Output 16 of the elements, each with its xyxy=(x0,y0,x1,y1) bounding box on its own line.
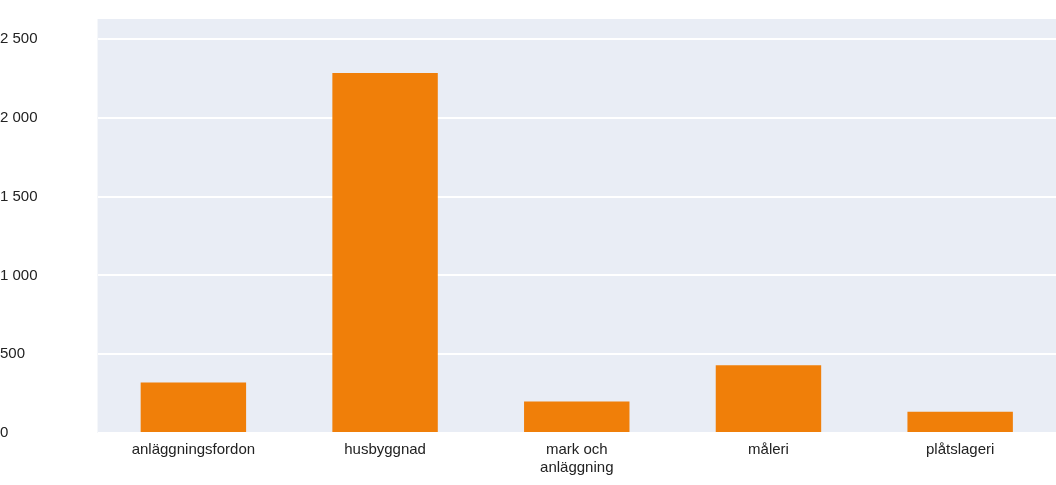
y-tick-label: 2 500 xyxy=(0,29,38,47)
x-tick-label: måleri xyxy=(748,440,789,458)
y-tick-label: 500 xyxy=(0,344,26,362)
bar xyxy=(332,72,438,432)
x-tick-label: mark och anläggning xyxy=(540,440,614,476)
bar xyxy=(907,411,1013,432)
bar xyxy=(140,382,247,432)
x-tick-label: husbyggnad xyxy=(344,440,426,458)
x-tick-label: plåtslageri xyxy=(925,440,995,458)
y-tick-label: 2 000 xyxy=(0,107,38,125)
x-tick-label: anläggningsfordon xyxy=(131,440,256,458)
y-tick-label: 1 500 xyxy=(0,186,38,204)
y-tick-label: 0 xyxy=(0,423,9,441)
bar xyxy=(715,365,822,432)
bar xyxy=(524,401,630,432)
y-tick-label: 1 000 xyxy=(0,265,38,283)
